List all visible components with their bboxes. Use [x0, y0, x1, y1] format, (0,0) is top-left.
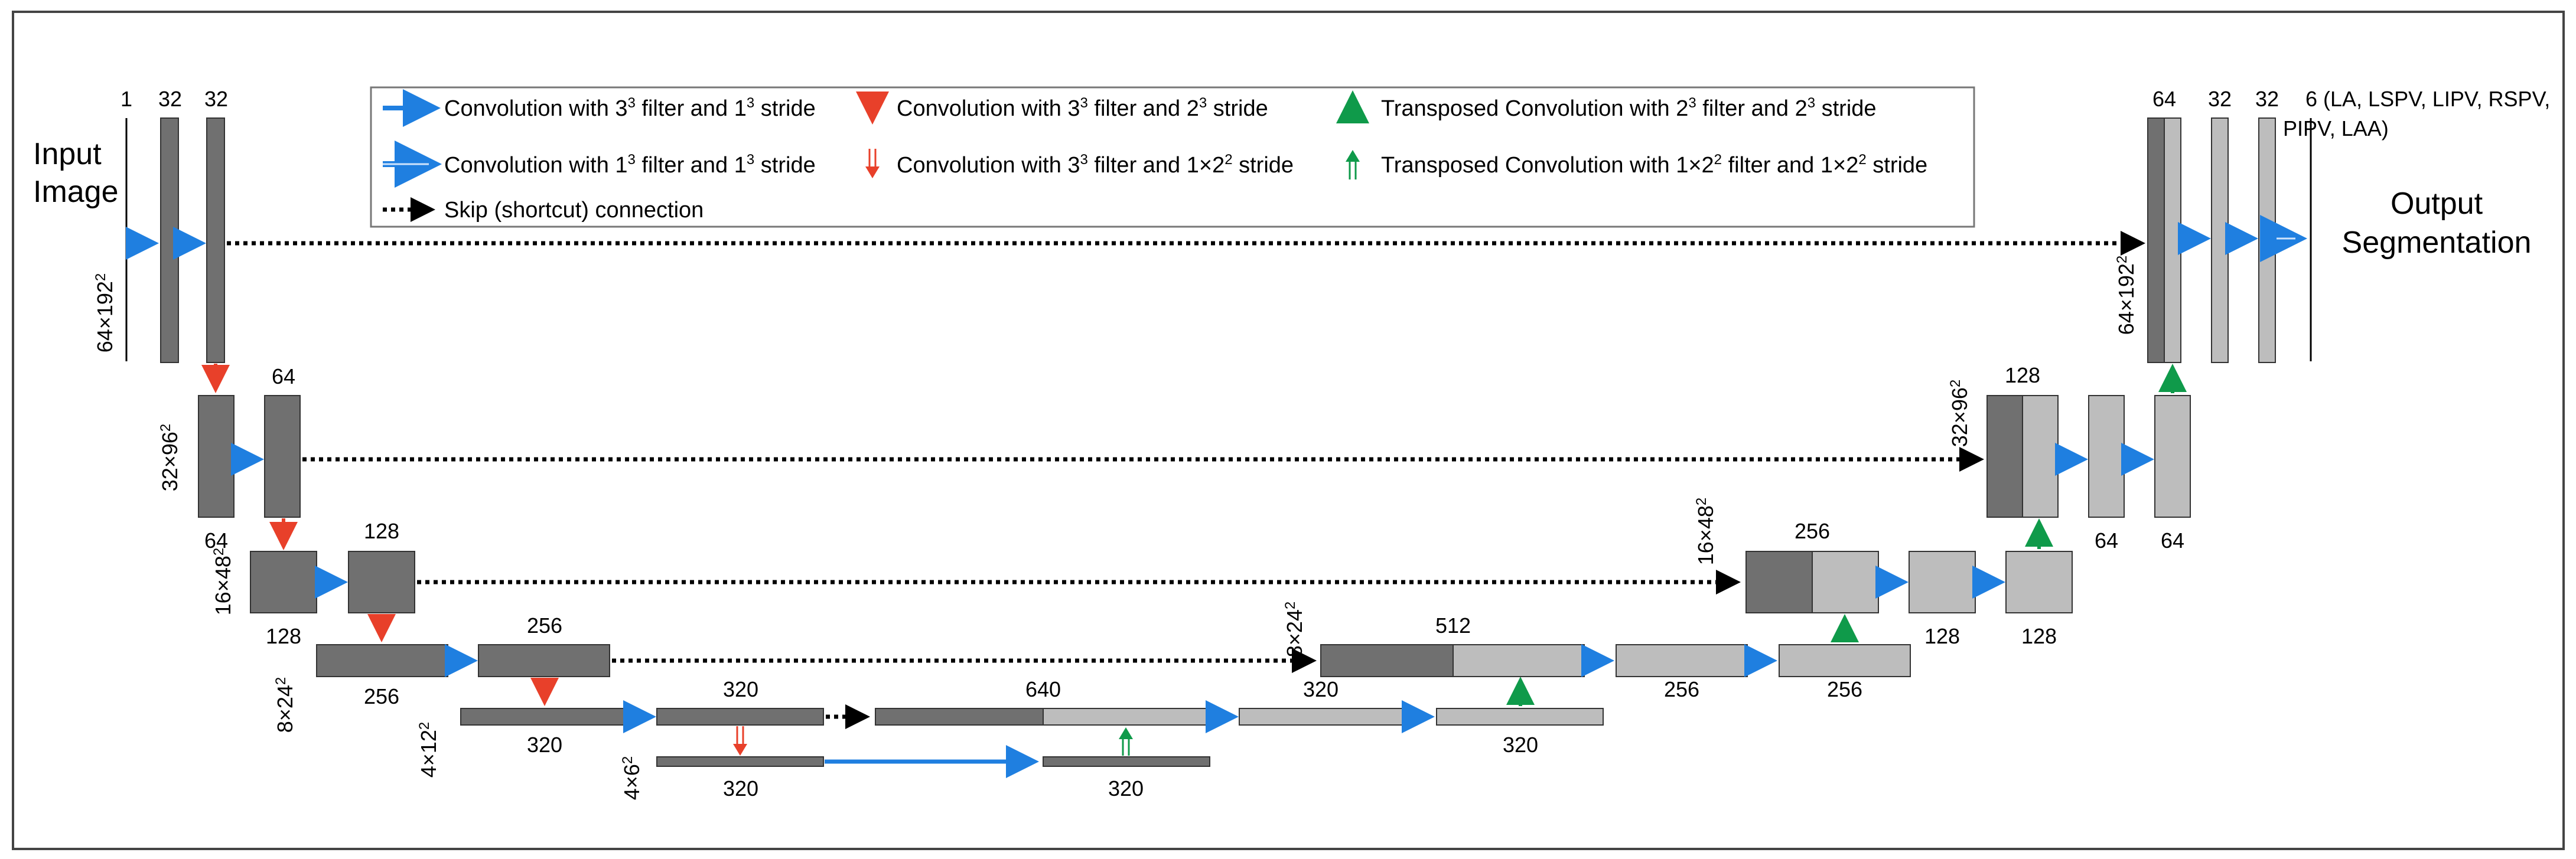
output-label-line2: Segmentation	[2342, 226, 2532, 260]
bottleneck-up-block	[1043, 756, 1210, 767]
enc6-conv	[656, 756, 824, 767]
enc5-top-label: 320	[723, 677, 758, 701]
enc4-conv-b	[478, 644, 610, 677]
enc1-conv-b	[206, 117, 225, 363]
green-double-arrow-icon	[1346, 150, 1360, 179]
enc3-top-label: 128	[364, 519, 399, 543]
red-double-arrow-icon	[865, 149, 880, 178]
dec3-top-label: 256	[1795, 519, 1830, 543]
enc1-label-input: 1	[121, 87, 132, 111]
dec-size-label-2: 32×962	[1948, 380, 1972, 447]
input-label-line2: Image	[33, 175, 119, 209]
dec5-conv-b	[1436, 708, 1604, 726]
dec5-concat-up	[1043, 708, 1210, 726]
dec4-concat-up	[1453, 644, 1585, 677]
output-channels-line1: 6 (LA, LSPV, LIPV, RSPV,	[2305, 87, 2550, 111]
dec3-bottom-label-b: 128	[2021, 624, 2057, 648]
size-label-6: 4×62	[620, 756, 644, 800]
legend-tconv-1-label: Transposed Convolution with 23 filter an…	[1381, 95, 1877, 121]
dec2-bottom-label-a: 64	[2095, 528, 2118, 553]
enc5-conv-a	[460, 708, 628, 726]
dec5-conv-a	[1239, 708, 1406, 726]
dec4-conv-b	[1779, 644, 1911, 677]
size-label-1: 64×1922	[93, 273, 117, 353]
input-label-line1: Input	[33, 137, 102, 171]
dec3-conv-a	[1909, 551, 1976, 613]
legend-skip-label: Skip (shortcut) connection	[444, 198, 704, 223]
dec1-label-concat: 64	[2152, 87, 2176, 111]
legend-conv-2-label: Convolution with 33 filter and 23 stride	[897, 95, 1268, 121]
enc5-bottom-label: 320	[527, 733, 562, 757]
enc2-bottom-label: 64	[204, 528, 228, 553]
dec3-concat-skip	[1745, 551, 1813, 613]
dec5-concat-label: 640	[1025, 677, 1061, 701]
dec2-conv-a	[2088, 395, 2125, 518]
dec1-concat-skip	[2147, 117, 2165, 363]
size-label-5: 4×122	[416, 722, 441, 778]
enc2-top-label: 64	[272, 364, 295, 388]
dec1-label-b: 32	[2255, 87, 2279, 111]
enc3-bottom-label: 128	[266, 624, 301, 648]
dec4-bottom-label-a: 256	[1664, 677, 1699, 701]
dec4-bottom-label-320: 320	[1303, 677, 1339, 701]
dec4-top-label: 512	[1435, 613, 1471, 638]
size-label-4: 8×242	[273, 677, 297, 733]
dec2-concat-skip	[1986, 395, 2023, 518]
enc1-label-b: 32	[204, 87, 228, 111]
dec2-bottom-label-b: 64	[2161, 528, 2184, 553]
enc3-conv-b	[348, 551, 415, 613]
output-label-line1: Output	[2391, 187, 2483, 221]
output-channels-line2: PIPV, LAA)	[2283, 116, 2389, 141]
dec-size-label-1: 64×1922	[2114, 256, 2138, 335]
legend-conv-4-label: Convolution with 33 filter and 1×22 stri…	[897, 152, 1294, 178]
enc4-top-label: 256	[527, 613, 562, 638]
dec2-concat-up	[2022, 395, 2059, 518]
figure-frame	[12, 11, 2565, 850]
legend-tconv-2-label: Transposed Convolution with 1×22 filter …	[1381, 152, 1927, 178]
enc2-conv-a	[198, 395, 235, 518]
size-label-2: 32×962	[158, 424, 182, 491]
dec1-concat-up	[2164, 117, 2181, 363]
dec5-bottom-label: 320	[1503, 733, 1538, 757]
enc5-conv-b	[656, 708, 824, 726]
size-label-3: 16×482	[211, 548, 235, 615]
dec2-top-label: 128	[2005, 363, 2040, 387]
enc1-label-a: 32	[158, 87, 182, 111]
dec3-bottom-label-a: 128	[1924, 624, 1960, 648]
down-arrow-5	[733, 726, 747, 756]
legend: Convolution with 33 filter and 13 stride…	[370, 86, 1975, 228]
enc6-bottom-label: 320	[723, 776, 758, 801]
enc2-conv-b	[264, 395, 301, 518]
dec3-conv-b	[2005, 551, 2073, 613]
bottleneck-up-label: 320	[1108, 776, 1144, 801]
legend-box	[370, 86, 1975, 228]
dec4-conv-a	[1616, 644, 1748, 677]
enc4-conv-a	[316, 644, 448, 677]
dec4-concat-skip	[1320, 644, 1454, 677]
dec1-label-a: 32	[2208, 87, 2232, 111]
dec1-conv-b	[2258, 117, 2276, 363]
dec2-conv-b	[2154, 395, 2191, 518]
enc3-conv-a	[250, 551, 317, 613]
legend-conv-1-label: Convolution with 33 filter and 13 stride	[444, 95, 816, 121]
dec3-concat-up	[1812, 551, 1879, 613]
enc1-conv-a	[160, 117, 179, 363]
dec4-bottom-label-b: 256	[1827, 677, 1862, 701]
dec-size-label-4: 8×242	[1282, 602, 1307, 657]
dec-size-label-3: 16×482	[1694, 498, 1718, 565]
enc4-bottom-label: 256	[364, 684, 399, 708]
dec1-conv-a	[2211, 117, 2229, 363]
legend-conv-3-label: Convolution with 13 filter and 13 stride	[444, 152, 816, 178]
up-arrow-5	[1119, 727, 1133, 756]
dec5-concat-skip	[875, 708, 1044, 726]
